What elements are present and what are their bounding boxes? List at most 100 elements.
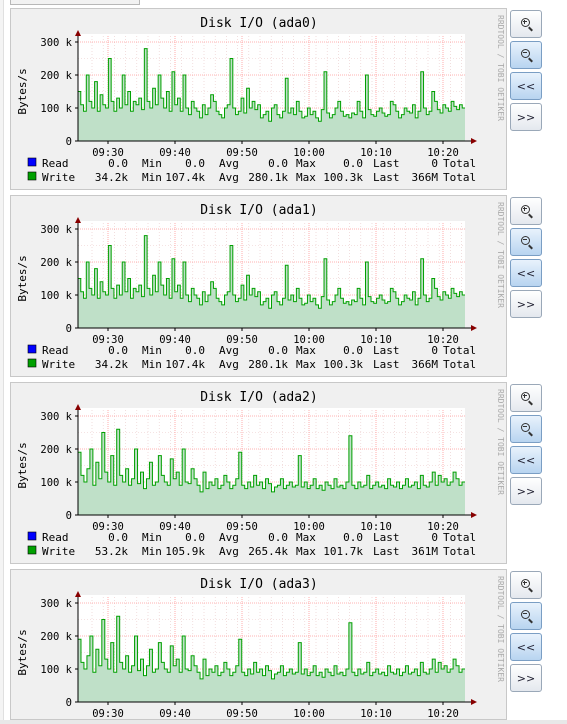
x-tick-label: 09:40 [159,708,191,720]
zoom-out-icon [520,235,530,245]
y-axis-label: Bytes/s [16,629,29,675]
disk-io-chart[interactable]: Disk I/O (ada2) 0 100 k 200 k 300 k 09:30 09:4… [11,383,507,564]
disk-io-chart[interactable]: Disk I/O (ada0) 0 100 k 200 k 300 k 09:30 09:4… [11,9,507,190]
zoom-out-button[interactable] [510,415,542,443]
legend-name: Read [42,344,69,357]
graph-panel-1: Disk I/O (ada1) 0 100 k 200 k 300 k 09:30 09:4… [10,195,507,377]
graph-controls-2: << >> [510,384,544,508]
zoom-in-button[interactable] [510,10,542,38]
x-axis-arrow [471,512,477,518]
legend-avg-value: 265.4k [248,545,288,558]
graph-panel-2: Disk I/O (ada2) 0 100 k 200 k 300 k 09:30 09:4… [10,382,507,564]
zoom-out-icon [520,422,530,432]
zoom-out-icon [520,48,530,58]
legend-name: Write [42,171,75,184]
legend-min-value: 0.0 [185,157,205,170]
x-tick-label: 09:50 [226,334,258,346]
graph-panel-3: Disk I/O (ada3) 0 100 k 200 k 300 k 09:30 09:4… [10,569,507,720]
graph-controls-0: << >> [510,10,544,134]
legend-avg-label: Avg [219,545,239,558]
zoom-out-button[interactable] [510,602,542,630]
legend-min-label: Min [142,157,162,170]
legend-current: 0.0 [108,531,128,544]
y-tick-label: 100 k [40,477,72,489]
zoom-in-button[interactable] [510,571,542,599]
write-series-line [78,48,465,122]
x-tick-label: 10:10 [360,147,392,159]
legend-current: 34.2k [95,171,128,184]
legend-last-label: Last [373,157,400,170]
y-axis-arrow [75,30,81,36]
forward-button[interactable]: >> [510,103,542,131]
rrdtool-watermark: RRDTOOL / TOBI OETIKER [496,576,505,682]
rrdtool-watermark: RRDTOOL / TOBI OETIKER [496,389,505,495]
y-axis-arrow [75,591,81,597]
legend-max-value: 100.3k [323,358,363,371]
legend-max-value: 0.0 [343,157,363,170]
x-tick-label: 10:00 [293,521,325,533]
x-tick-label: 09:30 [92,708,124,720]
legend-min-label: Min [142,344,162,357]
zoom-out-button[interactable] [510,41,542,69]
legend-swatch-write [27,358,37,368]
x-tick-label: 10:20 [427,334,459,346]
write-area [78,616,465,702]
graph-controls-1: << >> [510,197,544,321]
y-tick-label: 200 k [40,70,72,82]
y-axis-arrow [75,404,81,410]
x-tick-label: 10:00 [293,708,325,720]
y-tick-label: 200 k [40,257,72,269]
disk-io-chart[interactable]: Disk I/O (ada3) 0 100 k 200 k 300 k 09:30 09:4… [11,570,507,720]
forward-button[interactable]: >> [510,664,542,692]
previous-panel-edge [10,0,140,5]
forward-button[interactable]: >> [510,477,542,505]
legend-total-label: Total [443,157,476,170]
back-button[interactable]: << [510,259,542,287]
forward-button[interactable]: >> [510,290,542,318]
zoom-in-button[interactable] [510,197,542,225]
y-tick-label: 200 k [40,444,72,456]
zoom-out-button[interactable] [510,228,542,256]
back-button[interactable]: << [510,633,542,661]
x-tick-label: 10:10 [360,521,392,533]
zoom-out-icon [520,609,530,619]
x-tick-label: 09:40 [159,334,191,346]
disk-io-chart[interactable]: Disk I/O (ada1) 0 100 k 200 k 300 k 09:30 09:4… [11,196,507,377]
legend-avg-value: 0.0 [268,344,288,357]
forward-button-label: >> [516,110,536,124]
legend-name: Write [42,545,75,558]
legend-max-label: Max [296,545,316,558]
y-tick-label: 0 [66,697,72,709]
legend-swatch-write [27,545,37,555]
legend-max-label: Max [296,171,316,184]
legend-swatch-read [27,157,37,167]
back-button[interactable]: << [510,72,542,100]
x-tick-label: 09:30 [92,147,124,159]
legend-min-value: 105.9k [165,545,205,558]
legend-last-label: Last [373,531,400,544]
legend-avg-label: Avg [219,531,239,544]
write-series-line [78,235,465,309]
legend-avg-value: 0.0 [268,157,288,170]
y-axis-arrow [75,217,81,223]
y-tick-label: 300 k [40,598,72,610]
x-tick-label: 09:30 [92,334,124,346]
y-tick-label: 0 [66,323,72,335]
legend-total-label: Total [443,358,476,371]
legend-max-label: Max [296,531,316,544]
back-button-label: << [516,79,536,93]
back-button[interactable]: << [510,446,542,474]
legend-min-value: 0.0 [185,531,205,544]
y-tick-label: 100 k [40,290,72,302]
legend-min-label: Min [142,358,162,371]
legend-last-value: 366M [412,358,439,371]
legend-last-value: 0 [431,531,438,544]
legend-min-value: 107.4k [165,358,205,371]
zoom-in-button[interactable] [510,384,542,412]
x-tick-label: 09:40 [159,147,191,159]
legend-avg-value: 0.0 [268,531,288,544]
legend-last-label: Last [373,171,400,184]
legend-last-label: Last [373,545,400,558]
y-tick-label: 100 k [40,103,72,115]
legend-swatch-read [27,531,37,541]
